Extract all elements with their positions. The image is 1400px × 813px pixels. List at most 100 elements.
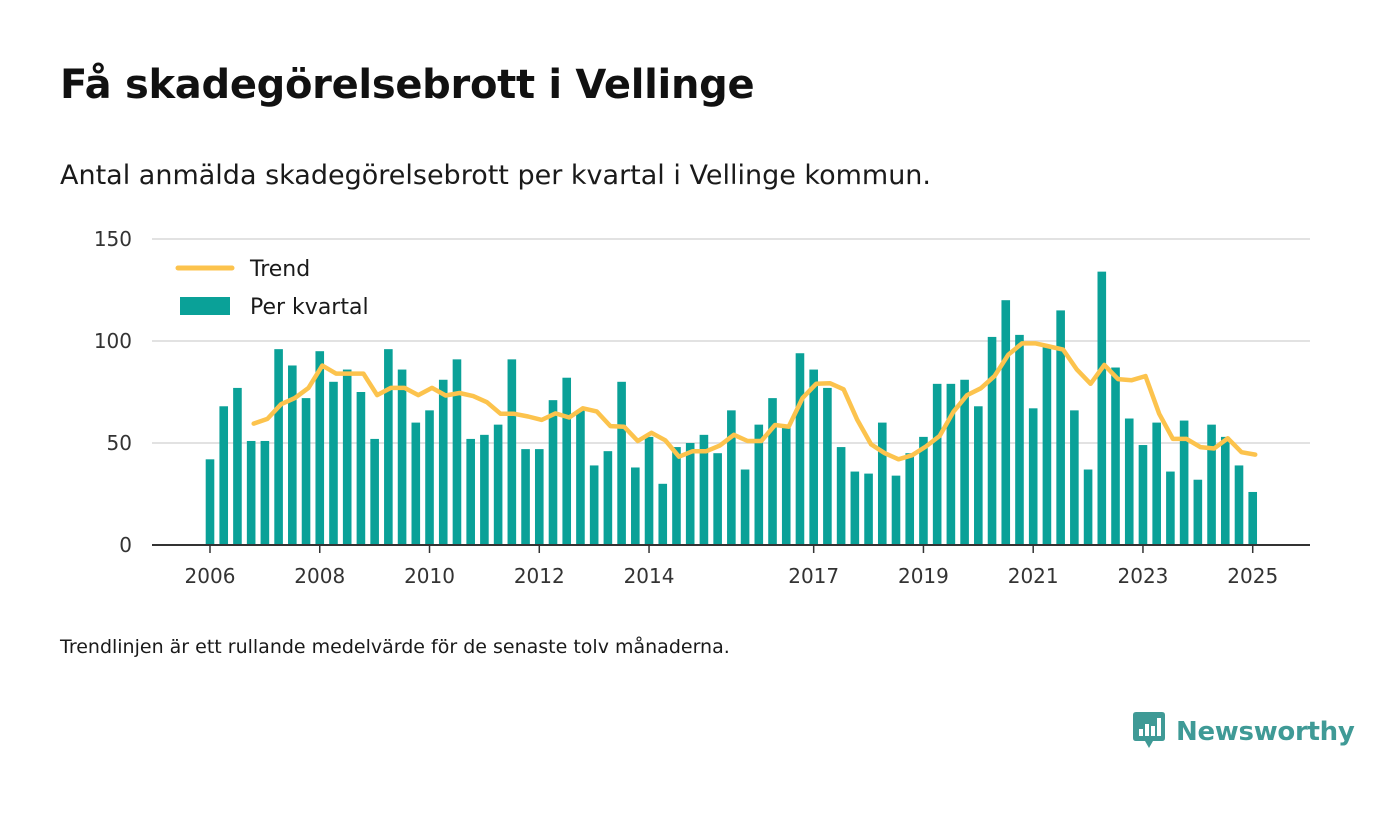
x-tick-label: 2010 [404,564,455,588]
x-tick-label: 2006 [185,564,236,588]
bar [1179,420,1189,545]
bar [397,369,407,545]
bar [699,434,709,545]
bar [1083,469,1093,545]
bar [891,475,901,545]
bar [576,410,585,545]
y-axis-ticks: 0 50 100 150 [94,227,132,557]
bar [480,434,489,545]
bar [288,365,297,545]
bar [617,381,626,545]
bar [1056,310,1065,545]
bar [1207,424,1216,545]
bar [781,424,791,545]
bar [1015,334,1024,545]
bar [274,349,283,545]
y-tick-label: 150 [94,227,132,251]
legend-bars-label: Per kvartal [250,295,369,320]
bar [919,436,928,545]
newsworthy-logo-icon [1132,710,1166,754]
bar [713,453,722,545]
bar [877,422,887,545]
x-tick-label: 2023 [1118,564,1169,588]
bar [1111,367,1120,545]
bar [1248,491,1258,545]
bar [836,447,846,545]
footnote: Trendlinjen är ett rullande medelvärde f… [60,636,730,658]
bar [260,440,270,545]
bar [507,359,517,545]
bar [342,369,352,545]
bar [1070,410,1079,545]
bar [1001,300,1011,545]
legend-trend-label: Trend [249,257,310,282]
trend-line [251,341,1258,462]
bar [987,336,997,545]
bar [905,453,915,545]
x-tick-label: 2021 [1008,564,1059,588]
bar [823,387,832,545]
bar [768,398,777,545]
bar [370,438,379,545]
bar [493,424,503,545]
bar [1220,436,1230,545]
bar [685,443,695,545]
bar [1042,347,1052,545]
bar [219,406,229,545]
x-tick-label: 2014 [624,564,675,588]
bar [246,440,256,545]
bar [548,400,558,545]
bar [740,469,750,545]
bar [411,422,421,545]
chart-subtitle: Antal anmälda skadegörelsebrott per kvar… [60,160,932,191]
x-tick-label: 2008 [294,564,345,588]
bar [850,471,860,545]
bar [384,349,393,545]
brand: Newsworthy [1132,710,1355,754]
bar [1138,445,1148,545]
bar [425,410,434,545]
brand-name: Newsworthy [1176,717,1355,747]
bar [301,398,311,545]
y-tick-label: 50 [107,431,132,455]
bar [534,449,544,545]
bar [205,459,215,545]
bar [233,387,242,545]
bar [631,467,640,545]
bar [315,351,325,545]
legend-bars-swatch [180,297,230,315]
bar [603,451,613,545]
bar [1097,271,1107,545]
bar [932,383,942,545]
bar [864,473,873,545]
bar [356,392,366,545]
bar [960,379,969,545]
bar [521,449,530,545]
x-tick-label: 2025 [1227,564,1278,588]
x-tick-label: 2012 [514,564,565,588]
bar [329,381,338,545]
bar [452,359,462,545]
bar [727,410,736,545]
bar [466,438,475,545]
x-tick-label: 2017 [788,564,839,588]
legend: Trend Per kvartal [175,257,369,320]
bar [672,447,681,545]
bar [1193,479,1203,545]
x-tick-label: 2019 [898,564,949,588]
bar [795,353,805,545]
bar [562,377,572,545]
bar [644,436,654,545]
y-tick-label: 100 [94,329,132,353]
bar [974,406,983,545]
y-tick-label: 0 [119,533,132,557]
bar [438,379,448,545]
bar [1124,418,1134,545]
bar [1152,422,1161,545]
bar [809,369,818,545]
bar [1166,471,1175,545]
bar [589,465,599,545]
x-axis-ticks: 2006 2008 2010 2012 2014 2017 2019 2021 2023 2025 [185,545,1278,588]
bar [1234,465,1244,545]
